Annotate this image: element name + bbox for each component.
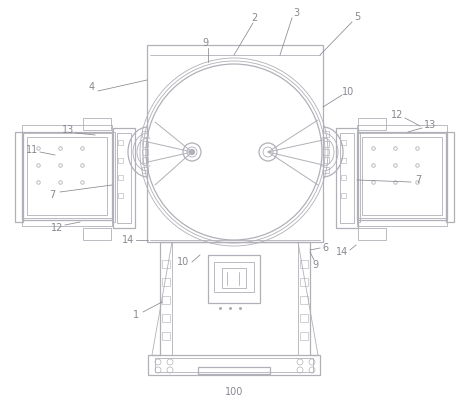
- Text: 12: 12: [391, 110, 403, 120]
- Bar: [27, 137, 107, 215]
- Bar: [15, 132, 23, 222]
- Bar: [357, 125, 447, 133]
- Bar: [341, 158, 346, 163]
- Bar: [162, 296, 170, 304]
- Text: 10: 10: [342, 87, 354, 97]
- Text: 9: 9: [312, 260, 318, 270]
- Bar: [358, 118, 386, 130]
- Text: 3: 3: [293, 8, 299, 18]
- Bar: [446, 132, 454, 222]
- Bar: [83, 228, 111, 240]
- Bar: [222, 268, 246, 288]
- Circle shape: [189, 150, 195, 154]
- Bar: [341, 175, 346, 180]
- Bar: [300, 314, 308, 322]
- Bar: [142, 149, 148, 155]
- Text: 12: 12: [51, 223, 63, 233]
- Bar: [117, 133, 131, 223]
- Bar: [162, 314, 170, 322]
- Bar: [357, 132, 360, 222]
- Text: 6: 6: [322, 243, 328, 253]
- Bar: [341, 193, 346, 198]
- Bar: [118, 158, 123, 163]
- Bar: [118, 193, 123, 198]
- Bar: [362, 137, 442, 215]
- Text: 100: 100: [225, 387, 243, 397]
- Bar: [208, 255, 260, 303]
- Bar: [22, 218, 112, 226]
- Text: 7: 7: [415, 175, 421, 185]
- Text: 14: 14: [122, 235, 134, 245]
- Text: 4: 4: [89, 82, 95, 92]
- Bar: [323, 149, 329, 155]
- Bar: [300, 296, 308, 304]
- Text: 7: 7: [49, 190, 55, 200]
- Text: 14: 14: [336, 247, 348, 257]
- Bar: [118, 140, 123, 145]
- Text: 11: 11: [26, 145, 38, 155]
- Bar: [341, 140, 346, 145]
- Bar: [214, 262, 254, 292]
- Bar: [155, 358, 313, 372]
- Bar: [198, 367, 270, 374]
- Bar: [22, 132, 112, 220]
- Bar: [142, 157, 148, 163]
- Bar: [162, 278, 170, 286]
- Bar: [357, 218, 447, 226]
- Bar: [340, 133, 354, 223]
- Bar: [323, 141, 329, 147]
- Text: 5: 5: [354, 12, 360, 22]
- Bar: [162, 332, 170, 340]
- Bar: [357, 132, 447, 220]
- Text: 9: 9: [202, 38, 208, 48]
- Bar: [323, 167, 329, 173]
- Bar: [358, 228, 386, 240]
- Text: 2: 2: [251, 13, 257, 23]
- Bar: [162, 260, 170, 268]
- Bar: [300, 260, 308, 268]
- Bar: [323, 131, 329, 137]
- Bar: [112, 132, 115, 222]
- Bar: [300, 278, 308, 286]
- Bar: [22, 125, 112, 133]
- Bar: [336, 128, 358, 228]
- Bar: [142, 167, 148, 173]
- Text: 13: 13: [62, 125, 74, 135]
- Bar: [147, 45, 323, 242]
- Text: 1: 1: [133, 310, 139, 320]
- Text: 10: 10: [177, 257, 189, 267]
- Bar: [113, 128, 135, 228]
- Bar: [142, 131, 148, 137]
- Bar: [323, 157, 329, 163]
- Bar: [142, 141, 148, 147]
- Bar: [148, 355, 320, 375]
- Bar: [83, 118, 111, 130]
- Text: 13: 13: [424, 120, 436, 130]
- Bar: [118, 175, 123, 180]
- Bar: [300, 332, 308, 340]
